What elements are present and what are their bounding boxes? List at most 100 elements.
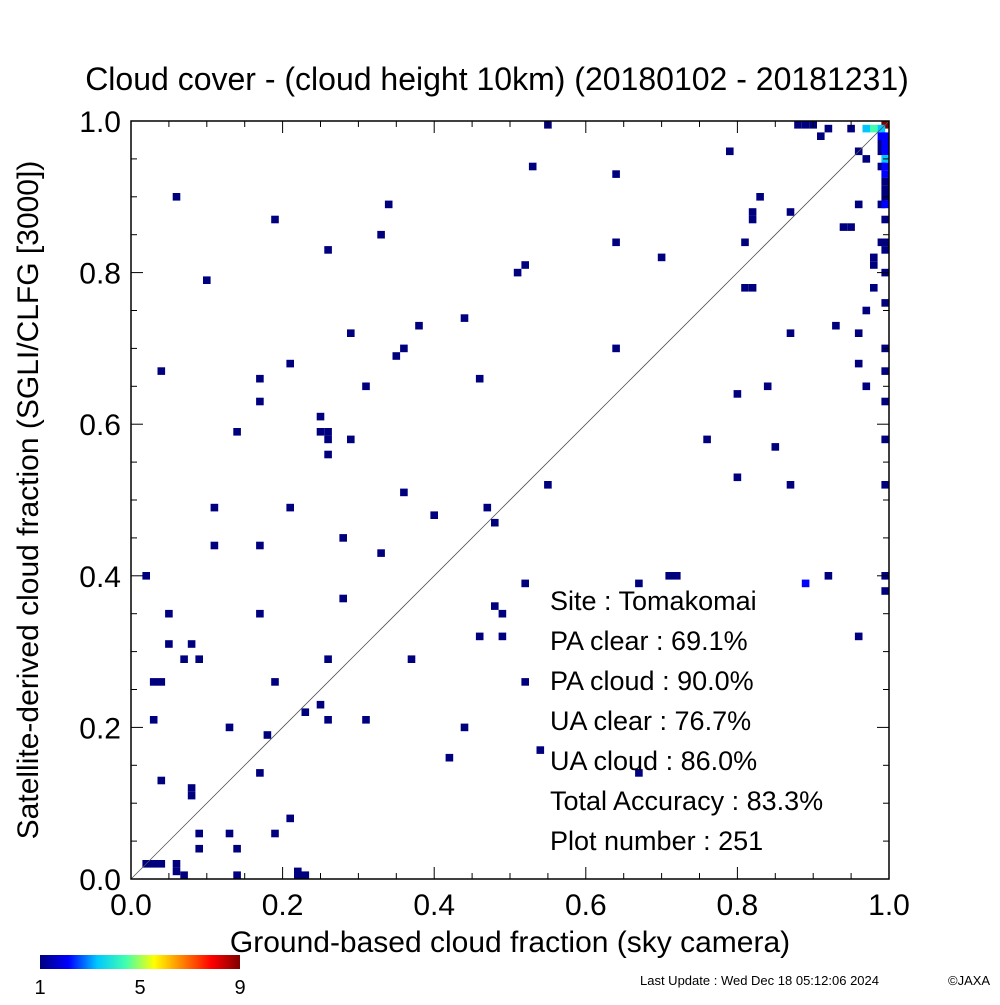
data-cell (756, 193, 764, 201)
data-cell (513, 268, 522, 277)
data-cell (862, 124, 871, 133)
stats-line: Total Accuracy : 83.3% (550, 786, 823, 816)
y-tick-label: 0.8 (79, 258, 121, 291)
data-cell (635, 579, 643, 588)
data-cell (339, 594, 347, 603)
data-cell (377, 549, 385, 557)
data-cell (195, 655, 203, 663)
stats-line: PA cloud : 90.0% (550, 666, 754, 696)
data-cell (862, 155, 871, 163)
data-cell (210, 541, 219, 550)
data-cell (881, 162, 889, 171)
x-axis-label: Ground-based cloud fraction (sky camera) (230, 926, 790, 959)
data-cell (748, 208, 757, 216)
data-cell (256, 374, 264, 383)
data-cell (377, 230, 385, 239)
data-cell (741, 238, 749, 247)
data-cell (233, 844, 241, 853)
data-cell (824, 572, 833, 580)
data-cell (786, 481, 795, 489)
data-cell (263, 731, 272, 739)
data-cell (733, 473, 742, 482)
data-cell (862, 306, 871, 315)
data-cell (881, 299, 889, 307)
data-cell (195, 829, 203, 838)
x-tick-label: 0.4 (413, 889, 455, 922)
data-cell (748, 215, 757, 224)
chart-title: Cloud cover - (cloud height 10km) (20180… (85, 61, 909, 97)
data-cell (763, 382, 772, 391)
data-cell (187, 791, 196, 800)
data-cell (165, 640, 173, 648)
data-cell (877, 147, 886, 156)
data-cell (544, 481, 552, 489)
data-cell (483, 503, 492, 512)
data-cell (316, 428, 325, 436)
data-cell (286, 503, 294, 512)
y-tick-label: 0.2 (79, 712, 121, 745)
data-cell (870, 284, 878, 292)
x-tick-label: 0.0 (110, 889, 152, 922)
data-cell (881, 435, 889, 444)
data-cell (877, 139, 886, 148)
data-cell (256, 769, 264, 777)
data-cell (187, 784, 196, 792)
stats-line: Plot number : 251 (550, 826, 763, 856)
data-cell (854, 200, 863, 209)
data-cell (881, 185, 889, 193)
data-cell (612, 344, 620, 353)
data-cell (324, 716, 332, 724)
colorbar (40, 955, 240, 969)
data-cell (748, 284, 757, 292)
data-cell (771, 443, 780, 451)
colorbar-tick-label: 5 (134, 977, 145, 999)
data-cell (847, 124, 855, 133)
y-tick-label: 0.6 (79, 409, 121, 442)
colorbar-tick-label: 1 (34, 977, 45, 999)
data-cell (180, 655, 188, 663)
data-cell (881, 587, 889, 595)
data-cell (347, 329, 355, 337)
data-cell (271, 829, 279, 838)
data-cell (149, 678, 158, 686)
data-cell (881, 367, 889, 375)
data-cell (362, 716, 370, 724)
stats-panel: Site : Tomakomai PA clear : 69.1% PA cloud… (550, 586, 823, 856)
data-cell (316, 412, 325, 421)
data-cell (203, 276, 211, 284)
data-cell (172, 860, 181, 868)
data-cell (157, 860, 166, 868)
data-cell (612, 238, 620, 247)
data-cell (415, 321, 423, 330)
data-cell (165, 609, 173, 618)
data-cell (172, 867, 181, 876)
data-cell (521, 579, 529, 588)
data-cell (733, 390, 742, 398)
data-cells (142, 121, 889, 879)
data-cell (824, 124, 833, 133)
data-cell (187, 640, 196, 648)
y-tick-label: 0.0 (79, 864, 121, 897)
colorbar-ticks: 1 5 9 (34, 977, 245, 999)
data-cell (877, 132, 886, 140)
data-cell (460, 723, 469, 732)
data-cell (339, 534, 347, 542)
data-cell (817, 132, 825, 140)
data-cell (233, 871, 241, 879)
data-cell (612, 170, 620, 178)
data-cell (225, 829, 234, 838)
y-tick-label: 0.4 (79, 561, 121, 594)
data-cell (881, 139, 889, 148)
data-cell (157, 678, 166, 686)
data-cell (384, 200, 393, 209)
data-cell (794, 121, 802, 129)
data-cell (271, 678, 279, 686)
data-cell (286, 359, 294, 368)
data-cell (521, 261, 529, 269)
x-tick-label: 0.2 (262, 889, 304, 922)
data-cell (347, 435, 355, 444)
stats-line: UA clear : 76.7% (550, 706, 751, 736)
data-cell (301, 871, 310, 879)
data-cell (256, 397, 264, 406)
